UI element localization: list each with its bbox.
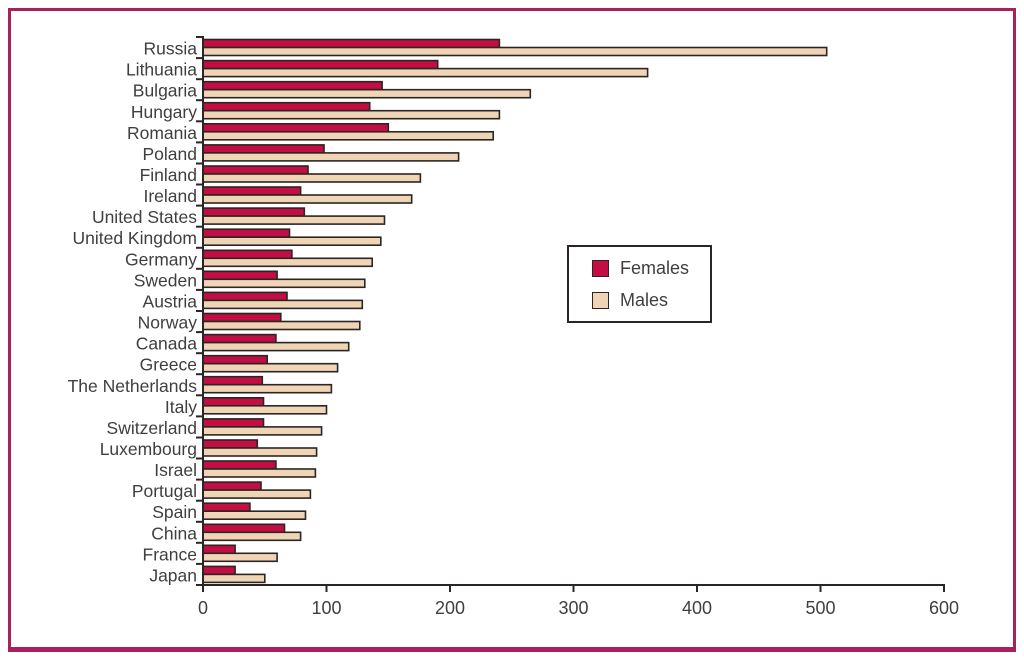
bar-males-11 xyxy=(202,278,366,289)
bar-females-12 xyxy=(202,291,288,302)
category-label: Portugal xyxy=(132,481,197,501)
bar-males-18 xyxy=(202,426,323,436)
bar-males-3 xyxy=(202,109,501,120)
bar-males-24 xyxy=(202,552,278,563)
bar-males-14 xyxy=(202,341,350,352)
bar-females-9 xyxy=(202,228,291,238)
bar-males-10 xyxy=(202,257,373,268)
bar-females-21 xyxy=(202,481,262,491)
category-label: Romania xyxy=(127,123,197,143)
category-label: France xyxy=(143,544,197,564)
category-label: Sweden xyxy=(134,270,197,290)
bar-males-16 xyxy=(202,383,333,394)
category-label: Luxembourg xyxy=(100,439,197,459)
x-tick-label: 500 xyxy=(805,598,835,618)
bar-males-20 xyxy=(202,468,317,478)
bar-males-13 xyxy=(202,320,361,331)
bar-females-8 xyxy=(202,207,306,217)
bar-males-15 xyxy=(202,362,339,373)
category-label: United States xyxy=(92,207,197,227)
bar-females-4 xyxy=(202,123,390,133)
bar-females-5 xyxy=(202,144,325,154)
category-label: Russia xyxy=(144,39,198,59)
bar-females-14 xyxy=(202,333,277,344)
bar-females-19 xyxy=(202,439,259,449)
category-label: Lithuania xyxy=(126,60,197,80)
legend: Females Males xyxy=(567,245,712,323)
bar-males-9 xyxy=(202,236,382,246)
category-label: Bulgaria xyxy=(133,81,197,101)
bar-females-6 xyxy=(202,165,309,175)
bar-males-2 xyxy=(202,88,532,99)
legend-label-females: Females xyxy=(620,258,690,278)
x-tick-label: 200 xyxy=(435,598,465,618)
category-label: Israel xyxy=(154,460,197,480)
bar-females-24 xyxy=(202,544,236,555)
bar-females-10 xyxy=(202,249,293,260)
bar-males-21 xyxy=(202,489,312,499)
bar-females-1 xyxy=(202,59,439,70)
figure-frame xyxy=(8,8,1016,652)
bar-males-7 xyxy=(202,194,413,204)
bar-males-0 xyxy=(202,46,828,57)
females-swatch xyxy=(592,259,609,277)
category-label: Austria xyxy=(143,292,198,312)
bar-females-22 xyxy=(202,502,251,513)
x-tick-label: 600 xyxy=(929,598,959,618)
bar-females-2 xyxy=(202,80,383,91)
category-label: Spain xyxy=(152,502,197,522)
bar-males-5 xyxy=(202,152,460,162)
bar-males-8 xyxy=(202,215,386,225)
x-tick-label: 0 xyxy=(198,598,208,618)
x-tick-label: 300 xyxy=(558,598,588,618)
bar-females-25 xyxy=(202,565,236,576)
x-tick-label: 100 xyxy=(311,598,341,618)
bar-females-3 xyxy=(202,101,371,112)
bar-females-17 xyxy=(202,396,265,407)
legend-item-females: Females xyxy=(592,258,710,278)
bar-males-6 xyxy=(202,173,422,183)
bar-males-12 xyxy=(202,299,364,310)
bar-females-0 xyxy=(202,38,501,49)
bar-females-15 xyxy=(202,354,268,365)
category-label: Japan xyxy=(149,566,197,586)
legend-item-males: Males xyxy=(592,290,710,310)
males-swatch xyxy=(592,291,609,309)
bar-females-20 xyxy=(202,460,277,470)
bar-males-23 xyxy=(202,531,302,542)
bar-females-13 xyxy=(202,312,282,323)
category-label: China xyxy=(151,523,197,543)
category-label: Italy xyxy=(165,397,197,417)
bar-males-4 xyxy=(202,131,495,141)
category-label: Canada xyxy=(136,334,198,354)
bar-males-22 xyxy=(202,510,307,521)
category-label: Greece xyxy=(140,355,197,375)
category-label: Norway xyxy=(138,313,198,333)
category-label: Poland xyxy=(143,144,198,164)
x-tick-label: 400 xyxy=(682,598,712,618)
legend-label-males: Males xyxy=(620,290,669,310)
bar-females-16 xyxy=(202,375,264,386)
bar-males-1 xyxy=(202,67,649,78)
bar-females-11 xyxy=(202,270,278,281)
category-label: Germany xyxy=(125,249,197,269)
bar-males-19 xyxy=(202,447,318,457)
category-label: Ireland xyxy=(143,186,197,206)
bar-females-7 xyxy=(202,186,302,196)
category-label: Switzerland xyxy=(107,418,197,438)
bar-males-25 xyxy=(202,573,266,584)
bar-males-17 xyxy=(202,404,328,415)
category-label: United Kingdom xyxy=(72,228,197,248)
bar-females-18 xyxy=(202,418,265,428)
category-label: The Netherlands xyxy=(68,376,198,396)
category-label: Finland xyxy=(140,165,197,185)
category-label: Hungary xyxy=(131,102,197,122)
bar-females-23 xyxy=(202,523,286,534)
